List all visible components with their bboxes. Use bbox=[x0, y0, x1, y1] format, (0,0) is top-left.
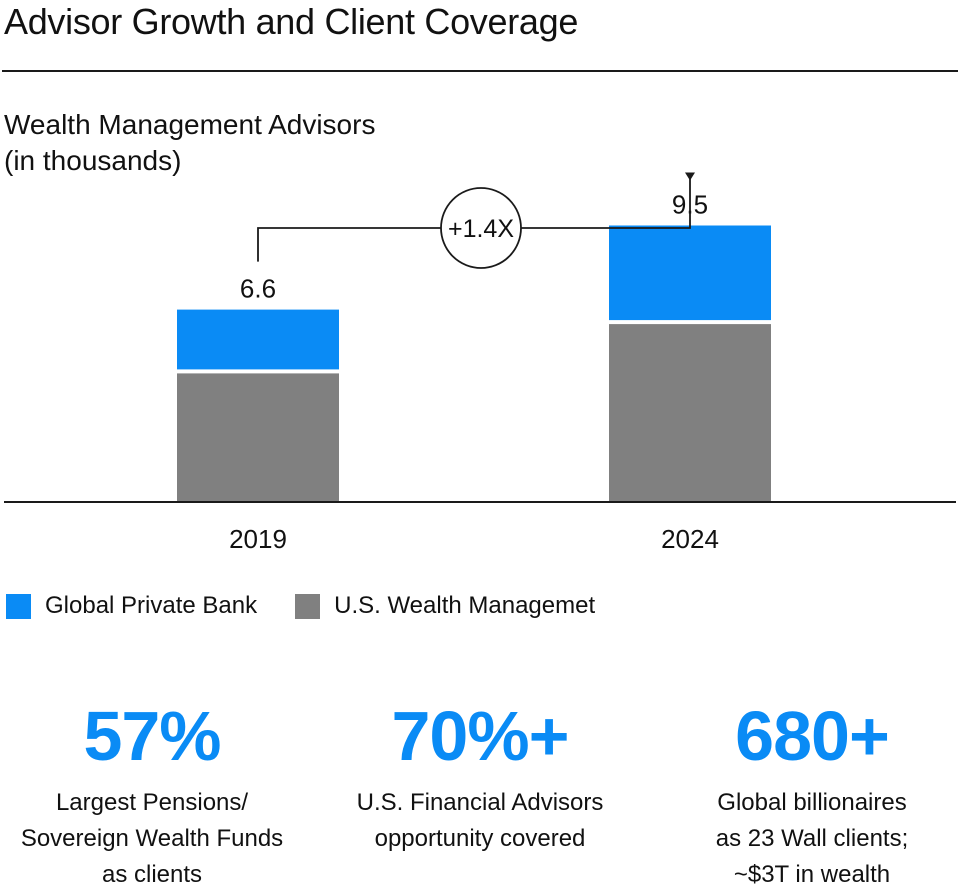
stat-desc-line: as clients bbox=[101, 861, 203, 888]
growth-circle bbox=[440, 187, 522, 269]
stat-value: 57% bbox=[83, 697, 221, 775]
chart-subtitle-line2: (in thousands) bbox=[4, 145, 182, 176]
x-tick-label: 2024 bbox=[661, 524, 719, 554]
stat-desc-line: Global billionaires bbox=[717, 789, 907, 816]
stat-desc-line: ~$3T in wealth bbox=[733, 861, 891, 888]
stat-billionaires: 680+ Global billionaires as 23 Wall clie… bbox=[652, 695, 960, 893]
page-title: Advisor Growth and Client Coverage bbox=[4, 1, 579, 42]
legend-item-global-private-bank: Global Private Bank bbox=[6, 592, 257, 620]
bar-2024-global-private-bank bbox=[609, 225, 771, 321]
x-tick-label: 2019 bbox=[229, 524, 287, 554]
legend-swatch-blue bbox=[6, 593, 31, 619]
stat-desc-line: as 23 Wall clients; bbox=[715, 825, 909, 852]
bar-2024-us-wealth-management bbox=[609, 324, 771, 501]
stat-desc-line: Sovereign Wealth Funds bbox=[20, 825, 284, 852]
bar-total-label: 6.6 bbox=[240, 274, 276, 304]
legend-label: Global Private Bank bbox=[45, 592, 258, 619]
stat-description: Global billionaires as 23 Wall clients; … bbox=[652, 785, 960, 893]
stats-row: 57% Largest Pensions/ Sovereign Wealth F… bbox=[0, 695, 960, 890]
legend-swatch-gray bbox=[295, 593, 321, 619]
stat-financial-advisors: 70%+ U.S. Financial Advisors opportunity… bbox=[320, 695, 640, 857]
title-divider bbox=[2, 70, 958, 72]
legend-label: U.S. Wealth Managemet bbox=[334, 592, 596, 619]
stat-value: 70%+ bbox=[391, 697, 570, 775]
bar-2019-us-wealth-management bbox=[177, 373, 339, 501]
stat-value: 680+ bbox=[735, 697, 890, 775]
bar-2019-global-private-bank bbox=[177, 309, 339, 370]
growth-label: +1.4X bbox=[448, 215, 514, 243]
stat-description: U.S. Financial Advisors opportunity cove… bbox=[320, 785, 640, 857]
growth-arrow-head bbox=[685, 172, 695, 181]
chart-legend: Global Private Bank U.S. Wealth Manageme… bbox=[6, 589, 633, 623]
stat-desc-line: Largest Pensions/ bbox=[55, 789, 249, 816]
growth-connector-left bbox=[257, 227, 441, 262]
chart-subtitle-line1: Wealth Management Advisors bbox=[4, 109, 376, 140]
stat-desc-line: U.S. Financial Advisors bbox=[356, 789, 604, 816]
stat-description: Largest Pensions/ Sovereign Wealth Funds… bbox=[0, 785, 312, 893]
stat-desc-line: opportunity covered bbox=[374, 825, 586, 852]
chart-subtitle: Wealth Management Advisors (in thousands… bbox=[4, 107, 375, 179]
legend-item-us-wealth-management: U.S. Wealth Managemet bbox=[295, 592, 595, 620]
stat-pensions: 57% Largest Pensions/ Sovereign Wealth F… bbox=[0, 695, 312, 893]
growth-connector-right bbox=[521, 173, 691, 229]
